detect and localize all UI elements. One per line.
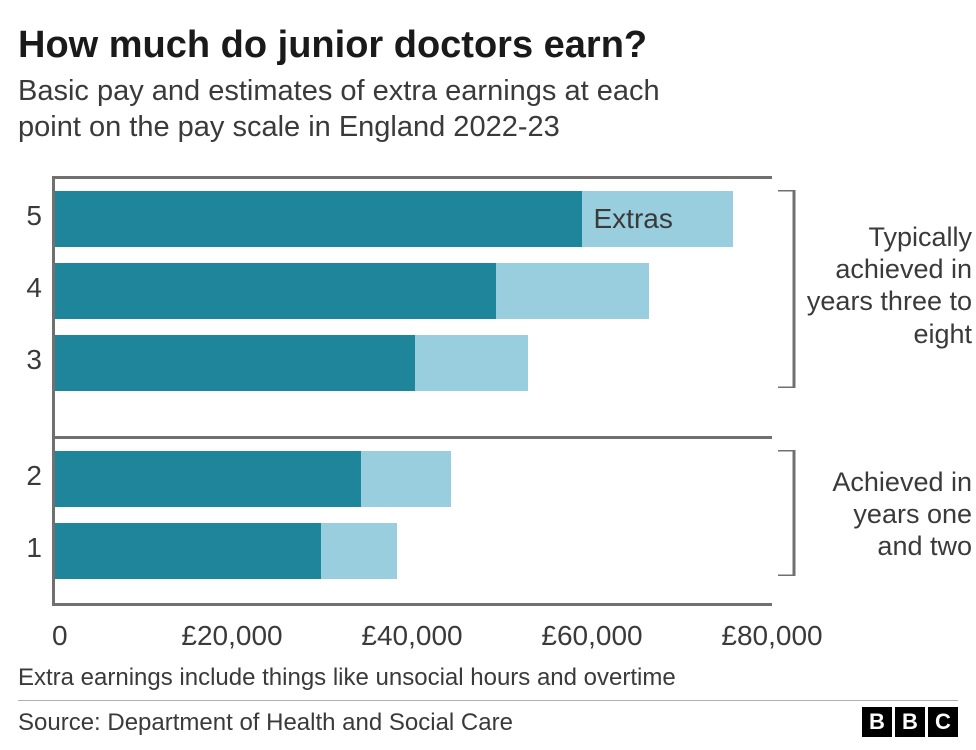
x-axis-tick: £20,000 [181,620,282,652]
y-axis-label: 2 [26,460,42,492]
footnote: Extra earnings include things like unsoc… [18,664,958,692]
bar-extras [415,335,528,391]
logo-letter: C [928,707,958,737]
y-axis-label: 5 [26,200,42,232]
x-axis-tick: £80,000 [721,620,822,652]
bar-extras [361,451,451,507]
bar-basic-pay [55,263,496,319]
x-axis-tick: £40,000 [361,620,462,652]
bar-basic-pay [55,191,582,247]
chart-container: How much do junior doctors earn? Basic p… [0,0,976,750]
annotations-pane: Typically achieved in years three to eig… [772,176,972,606]
bbc-logo: BBC [862,707,958,737]
chart-area: 54321 Basic payExtras Typically achieved… [18,176,958,606]
y-axis-label: 4 [26,272,42,304]
x-axis-tick: 0 [52,620,68,652]
logo-letter: B [862,707,892,737]
legend-extras-label: Extras [594,203,673,235]
bracket-icon [776,450,798,576]
bar-extras [321,523,398,579]
bar-group: Basic payExtras [55,176,772,396]
bar-basic-pay [55,335,415,391]
annotation-text: Achieved in years one and two [806,466,972,563]
bracket-icon [776,190,798,388]
y-axis-label: 1 [26,532,42,564]
source-row: Source: Department of Health and Social … [18,700,958,737]
bar-extras [496,263,649,319]
logo-letter: B [895,707,925,737]
plot-area: Basic payExtras [52,176,772,606]
chart-subtitle: Basic pay and estimates of extra earning… [18,73,718,146]
chart-title: How much do junior doctors earn? [18,24,958,67]
y-axis-labels: 5 4 3 2 1 [18,176,52,606]
bar-basic-pay [55,451,361,507]
x-axis: 0£20,000£40,000£60,000£80,000 [52,606,772,656]
annotation-text: Typically achieved in years three to eig… [806,221,972,351]
bar-group [55,436,772,601]
source-text: Source: Department of Health and Social … [18,709,513,737]
bar-basic-pay [55,523,321,579]
y-axis-label: 3 [26,344,42,376]
x-axis-tick: £60,000 [541,620,642,652]
